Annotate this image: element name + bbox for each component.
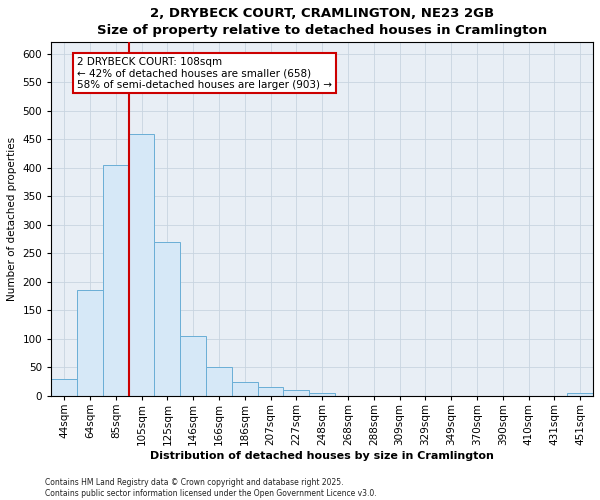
Bar [567, 393, 593, 396]
Bar [257, 388, 283, 396]
Text: Contains HM Land Registry data © Crown copyright and database right 2025.
Contai: Contains HM Land Registry data © Crown c… [45, 478, 377, 498]
Bar [77, 290, 103, 396]
Bar [103, 165, 128, 396]
Bar [51, 379, 77, 396]
Title: 2, DRYBECK COURT, CRAMLINGTON, NE23 2GB
Size of property relative to detached ho: 2, DRYBECK COURT, CRAMLINGTON, NE23 2GB … [97, 7, 547, 37]
Y-axis label: Number of detached properties: Number of detached properties [7, 137, 17, 301]
Bar [206, 368, 232, 396]
X-axis label: Distribution of detached houses by size in Cramlington: Distribution of detached houses by size … [150, 450, 494, 460]
Bar [154, 242, 180, 396]
Bar [309, 393, 335, 396]
Text: 2 DRYBECK COURT: 108sqm
← 42% of detached houses are smaller (658)
58% of semi-d: 2 DRYBECK COURT: 108sqm ← 42% of detache… [77, 56, 332, 90]
Bar [180, 336, 206, 396]
Bar [128, 134, 154, 396]
Bar [283, 390, 309, 396]
Bar [232, 382, 257, 396]
